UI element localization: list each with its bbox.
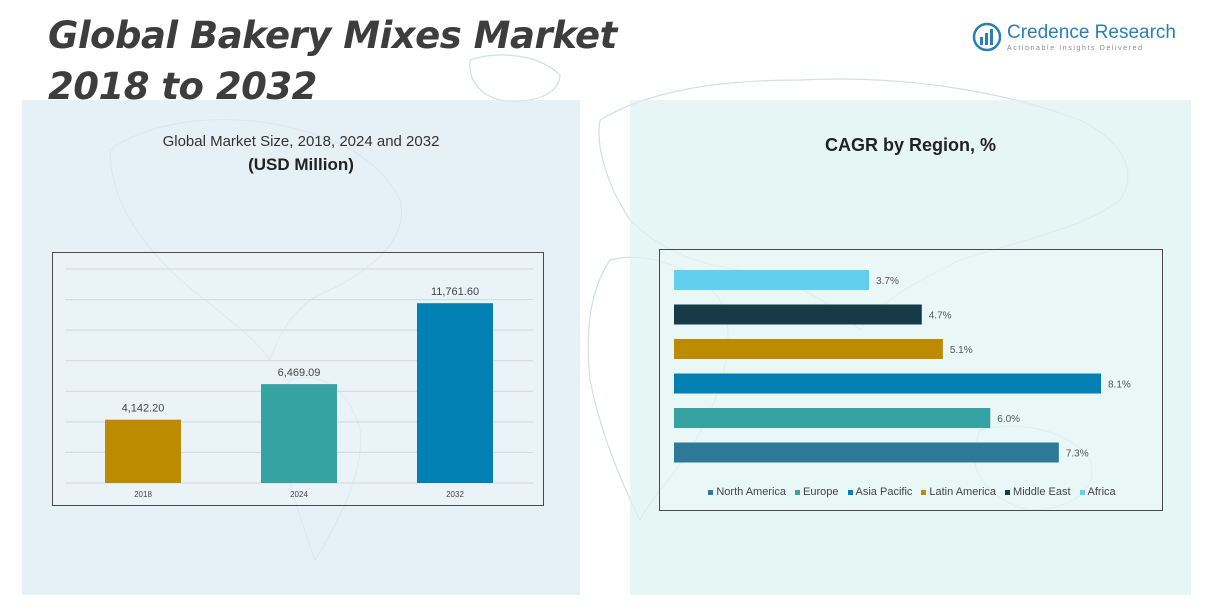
legend-swatch: [847, 489, 853, 495]
data-label: 11,761.60: [431, 286, 479, 298]
data-label: 3.7%: [876, 276, 899, 287]
legend-swatch: [1079, 489, 1085, 495]
bar-middle-east: [674, 304, 922, 325]
data-label: 6.0%: [997, 414, 1020, 425]
legend-label: Africa: [1087, 486, 1116, 498]
legend-label: Asia Pacific: [855, 486, 913, 498]
legend-swatch: [708, 489, 714, 495]
legend-label: North America: [716, 486, 787, 498]
bar-2024: [261, 384, 337, 483]
data-label: 8.1%: [1108, 380, 1131, 391]
bar-north-america: [674, 442, 1059, 463]
tick-label: 2032: [446, 490, 464, 499]
legend-item: Latin America: [921, 486, 996, 498]
legend-item: Middle East: [1005, 486, 1071, 498]
legend-item: Europe: [795, 486, 839, 498]
cagr-title: CAGR by Region, %: [824, 135, 996, 155]
legend-label: Latin America: [929, 486, 997, 498]
bar-2018: [105, 419, 181, 483]
title-line-2: 2018 to 2032: [48, 65, 317, 108]
bar-europe: [674, 408, 991, 428]
title-line-1: Global Bakery Mixes Market: [48, 14, 617, 57]
tick-label: 2018: [134, 490, 152, 499]
legend-swatch: [1005, 489, 1011, 495]
legend-swatch: [795, 489, 801, 495]
legend-label: Middle East: [1013, 486, 1071, 498]
market-size-chart: 4,142.20 2018 6,469.09 2024 11,761.60 2032: [52, 252, 544, 506]
credence-research-logo: Credence Research Actionable Insights De…: [972, 22, 1176, 53]
data-label: 6,469.09: [278, 367, 321, 379]
logo-tagline: Actionable Insights Delivered: [1007, 45, 1144, 52]
logo-brand: Credence Research: [1007, 22, 1176, 43]
data-label: 4.7%: [929, 311, 952, 322]
bar-2032: [417, 303, 493, 483]
cagr-chart-svg: 3.7% 4.7% 5.1% 8.1% 6.0% 7.3%: [674, 270, 1131, 463]
legend-label: Europe: [803, 486, 839, 498]
bar-chart-logo-icon: [972, 22, 1002, 52]
tick-label: 2024: [290, 490, 308, 499]
market-size-subtitle: Global Market Size, 2018, 2024 and 2032: [162, 133, 440, 150]
market-size-chart-svg: 4,142.20 2018 6,469.09 2024 11,761.60 2032: [65, 268, 533, 499]
legend-swatch: [921, 489, 927, 495]
market-size-unit: (USD Million): [248, 155, 354, 174]
cagr-legend: North America Europe Asia Pacific Latin Ame…: [660, 486, 1164, 498]
bar-asia-pacific: [674, 373, 1101, 394]
legend-item: Asia Pacific: [847, 486, 913, 498]
page-title: Global Bakery Mixes Market 2018 to 2032: [48, 10, 617, 112]
cagr-chart: 3.7% 4.7% 5.1% 8.1% 6.0% 7.3% North America Eu…: [659, 249, 1163, 511]
data-label: 7.3%: [1066, 449, 1089, 460]
legend-item: North America: [708, 486, 786, 498]
data-label: 4,142.20: [122, 403, 165, 415]
bar-africa: [674, 270, 870, 290]
data-label: 5.1%: [950, 345, 973, 356]
bar-latin-america: [674, 339, 943, 359]
legend-item: Africa: [1079, 486, 1116, 498]
